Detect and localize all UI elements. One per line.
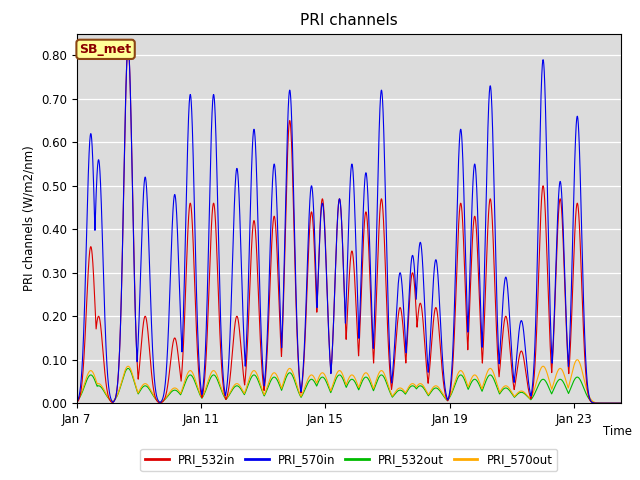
X-axis label: Time: Time [603,425,632,438]
Y-axis label: PRI channels (W/m2/nm): PRI channels (W/m2/nm) [22,145,36,291]
Text: SB_met: SB_met [79,43,132,56]
Title: PRI channels: PRI channels [300,13,397,28]
Legend: PRI_532in, PRI_570in, PRI_532out, PRI_570out: PRI_532in, PRI_570in, PRI_532out, PRI_57… [140,449,557,471]
